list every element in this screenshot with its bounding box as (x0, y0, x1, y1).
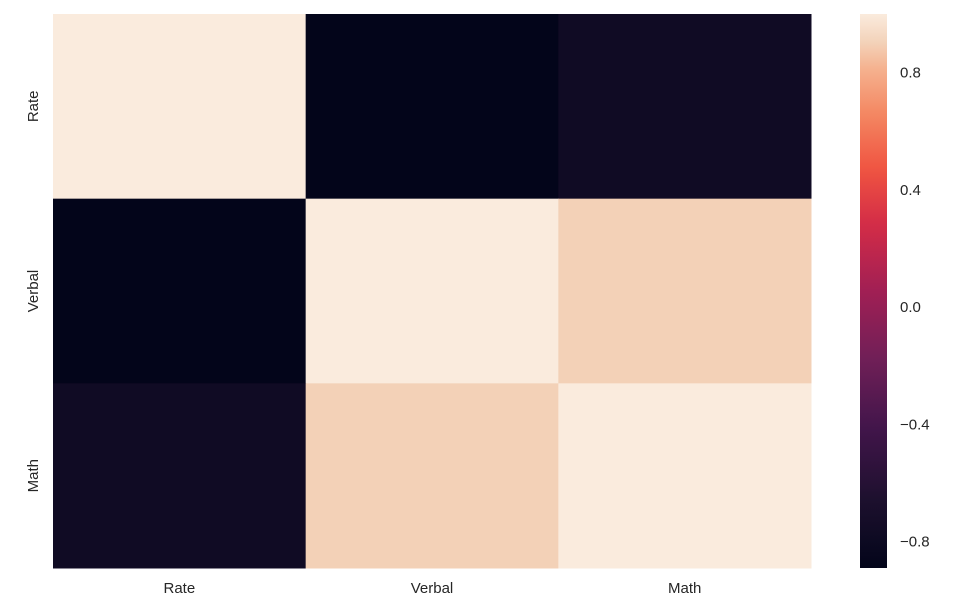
x-tick-label: Math (668, 580, 701, 597)
y-tick-label: Verbal (25, 270, 42, 313)
heatmap-cell-rate-rate (53, 14, 307, 200)
heatmap-cell-verbal-math (558, 198, 812, 384)
heatmap-cell-rate-verbal (305, 14, 559, 200)
y-axis-tick-labels: Rate Verbal Math (25, 90, 42, 492)
heatmap-cell-rate-math (558, 14, 812, 200)
y-tick-label: Math (25, 459, 42, 492)
colorbar-tick-label: 0.4 (900, 182, 921, 199)
heatmap-cell-math-verbal (305, 383, 559, 569)
heatmap-cell-verbal-verbal (305, 198, 559, 384)
colorbar-tick-label: −0.4 (900, 416, 930, 433)
colorbar (860, 14, 887, 568)
colorbar-tick-label: 0.8 (900, 65, 921, 82)
x-tick-label: Rate (163, 580, 195, 597)
colorbar-tick-labels: 0.8 0.4 0.0 −0.4 −0.8 (900, 65, 930, 551)
colorbar-tick-label: 0.0 (900, 299, 921, 316)
x-tick-label: Verbal (411, 580, 454, 597)
heatmap-cell-math-math (558, 383, 812, 569)
heatmap-cells (53, 14, 812, 569)
heatmap-cell-math-rate (53, 383, 307, 569)
heatmap-cell-verbal-rate (53, 198, 307, 384)
colorbar-tick-label: −0.8 (900, 534, 930, 551)
x-axis-tick-labels: Rate Verbal Math (163, 580, 701, 597)
y-tick-label: Rate (25, 90, 42, 122)
